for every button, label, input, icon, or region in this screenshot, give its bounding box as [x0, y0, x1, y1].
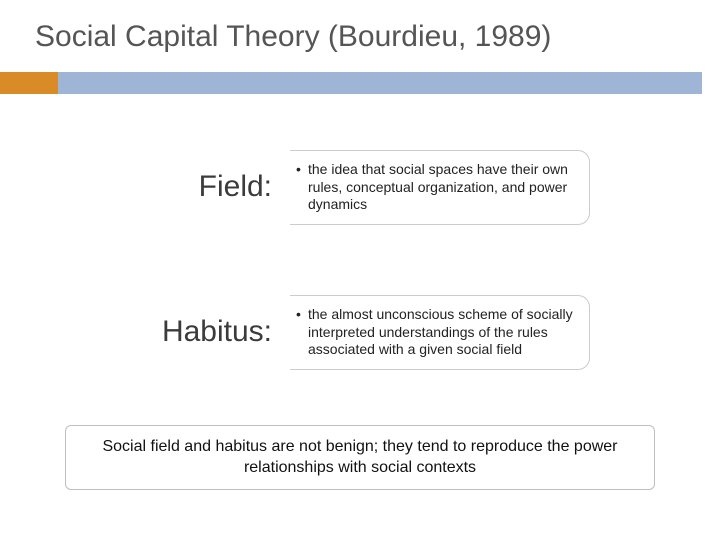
- concept-row-field: Field: • the idea that social spaces hav…: [110, 150, 590, 225]
- bullet-icon: •: [296, 306, 308, 359]
- slide-title: Social Capital Theory (Bourdieu, 1989): [35, 20, 551, 54]
- term-habitus: Habitus:: [110, 315, 290, 349]
- accent-bar-blue: [58, 72, 702, 94]
- accent-bar-orange: [0, 72, 58, 94]
- definition-text-habitus: the almost unconscious scheme of sociall…: [308, 306, 575, 359]
- definition-box-habitus: • the almost unconscious scheme of socia…: [290, 295, 590, 370]
- accent-bar: [0, 72, 720, 94]
- term-field: Field:: [110, 170, 290, 204]
- concept-row-habitus: Habitus: • the almost unconscious scheme…: [110, 295, 590, 370]
- bullet-icon: •: [296, 161, 308, 214]
- definition-box-field: • the idea that social spaces have their…: [290, 150, 590, 225]
- summary-box: Social field and habitus are not benign;…: [65, 425, 655, 490]
- summary-text: Social field and habitus are not benign;…: [102, 438, 617, 477]
- definition-text-field: the idea that social spaces have their o…: [308, 161, 575, 214]
